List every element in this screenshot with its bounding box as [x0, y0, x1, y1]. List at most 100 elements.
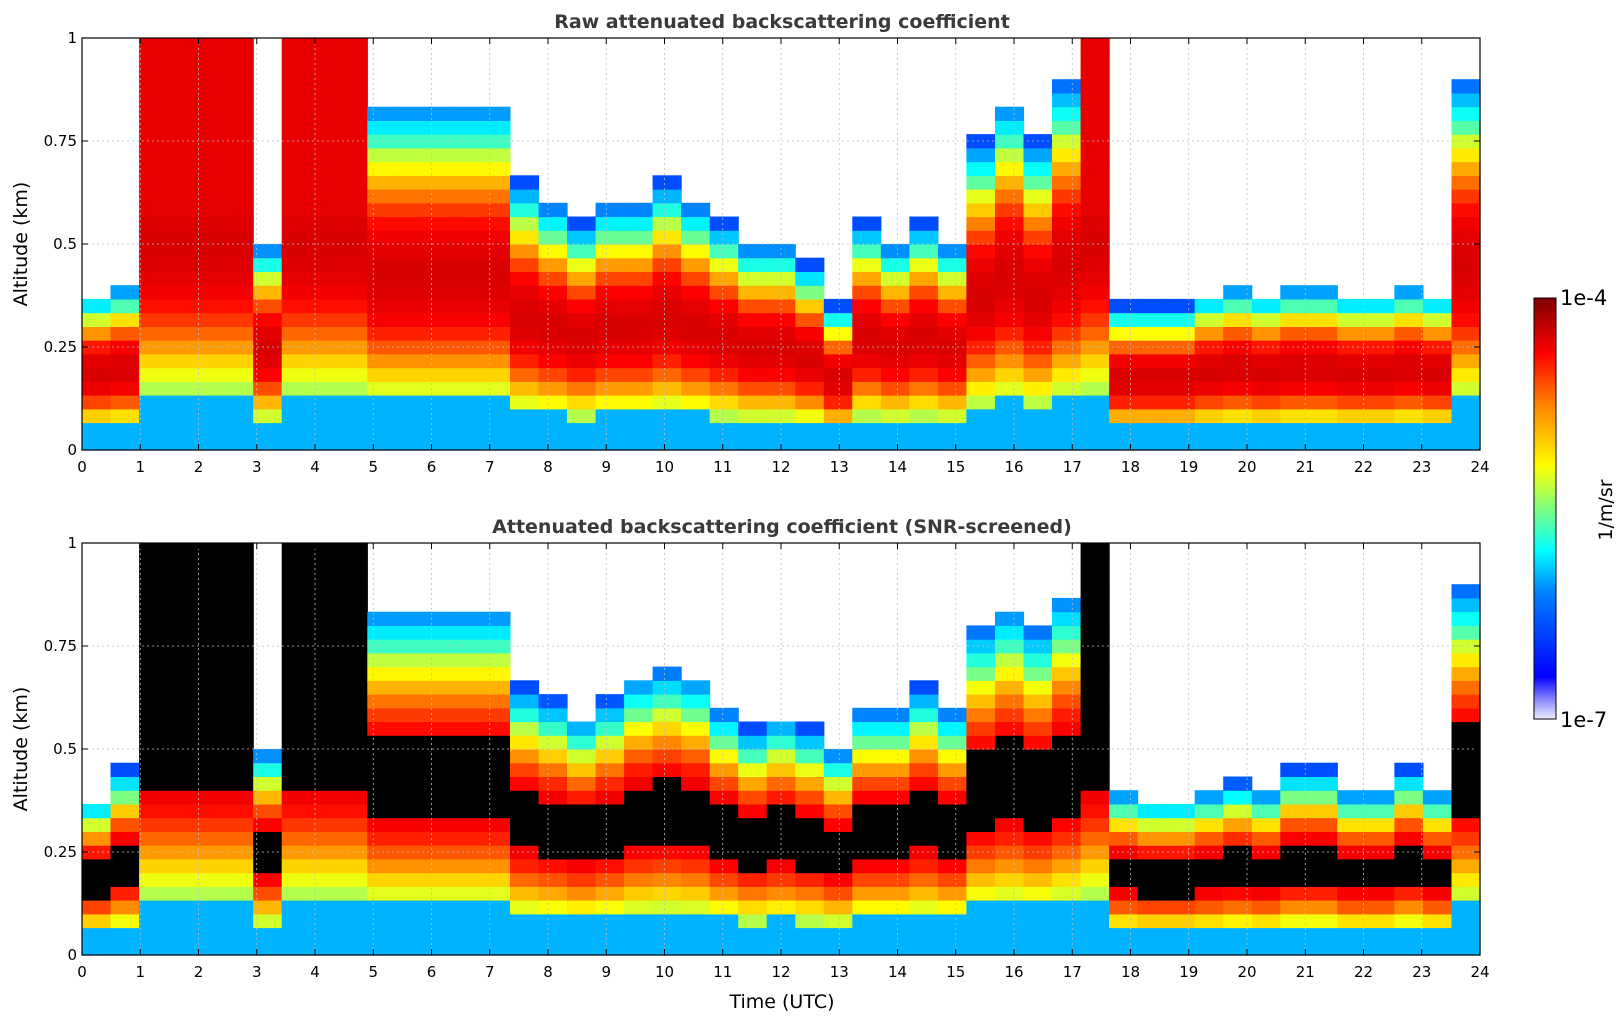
x-tick-label: 4: [310, 963, 320, 981]
heatmap-cell: [1280, 762, 1310, 777]
heatmap-cell: [1223, 790, 1253, 805]
heatmap-cell: [481, 120, 511, 135]
heatmap-cell: [1223, 408, 1253, 424]
heatmap-cell: [652, 312, 682, 327]
heatmap-cell: [966, 749, 996, 764]
heatmap-cell: [624, 312, 654, 327]
heatmap-cell: [567, 776, 597, 791]
heatmap-cell: [139, 326, 169, 341]
heatmap-cell: [1365, 367, 1395, 382]
heatmap-cell: [795, 395, 825, 410]
heatmap-cell: [1308, 913, 1338, 929]
heatmap-cell: [281, 353, 311, 369]
heatmap-cell: [624, 436, 654, 451]
heatmap-cell: [1052, 257, 1082, 272]
heatmap-cell: [1308, 886, 1338, 901]
heatmap-cell: [1422, 312, 1452, 327]
panel-screened: Attenuated backscattering coefficient (S…: [10, 516, 1490, 1013]
heatmap-cell: [681, 285, 711, 300]
heatmap-cell: [937, 312, 967, 327]
heatmap-cell: [1023, 721, 1053, 736]
heatmap-cell: [367, 858, 397, 874]
heatmap-cell: [452, 257, 482, 272]
heatmap-cell: [1365, 422, 1395, 437]
heatmap-cell: [82, 436, 112, 451]
heatmap-cell: [224, 202, 254, 218]
heatmap-cell: [1109, 395, 1139, 410]
heatmap-cell: [852, 831, 882, 846]
heatmap-cell: [709, 803, 739, 819]
heatmap-cell: [395, 422, 425, 437]
heatmap-cell: [167, 680, 197, 695]
heatmap-cell: [681, 790, 711, 805]
heatmap-cell: [1052, 79, 1082, 94]
panel-screened-title: Attenuated backscattering coefficient (S…: [492, 516, 1072, 538]
heatmap-cell: [281, 134, 311, 149]
heatmap-cell: [510, 340, 540, 355]
heatmap-cell: [1194, 408, 1224, 424]
heatmap-cell: [139, 625, 169, 640]
panel-screened-yticks: 00.250.50.751: [44, 534, 1480, 964]
heatmap-cell: [1166, 312, 1196, 327]
heatmap-cell: [995, 941, 1025, 956]
panel-screened-xticks: 0 1 2 3 4 5 6 7 8 9 10 11 12 13 14 15 16 17 18 19 20 21 22 23 24: [77, 543, 1490, 981]
heatmap-cell: [224, 230, 254, 245]
heatmap-cell: [595, 298, 625, 314]
heatmap-cell: [1422, 941, 1452, 956]
heatmap-cell: [395, 326, 425, 341]
heatmap-cell: [880, 762, 910, 777]
heatmap-cell: [538, 900, 568, 915]
heatmap-cell: [1080, 340, 1110, 355]
heatmap-cell: [281, 652, 311, 668]
heatmap-cell: [481, 707, 511, 723]
heatmap-cell: [1337, 790, 1367, 805]
heatmap-cell: [281, 762, 311, 777]
heatmap-cell: [510, 202, 540, 218]
heatmap-cell: [937, 257, 967, 272]
heatmap-cell: [1422, 886, 1452, 901]
heatmap-cell: [1451, 422, 1481, 437]
heatmap-cell: [1023, 189, 1053, 204]
heatmap-cell: [567, 900, 597, 915]
heatmap-cell: [995, 913, 1025, 929]
colorbar-label: 1/m/sr: [1595, 479, 1617, 540]
heatmap-cell: [1280, 845, 1310, 860]
heatmap-cell: [709, 257, 739, 272]
heatmap-cell: [823, 900, 853, 915]
heatmap-cell: [1451, 189, 1481, 204]
heatmap-cell: [1023, 408, 1053, 424]
heatmap-cell: [852, 707, 882, 723]
heatmap-cell: [966, 381, 996, 396]
heatmap-cell: [367, 872, 397, 887]
heatmap-cell: [709, 749, 739, 764]
heatmap-cell: [82, 422, 112, 437]
heatmap-cell: [367, 790, 397, 805]
heatmap-cell: [909, 913, 939, 929]
heatmap-cell: [966, 147, 996, 163]
heatmap-cell: [310, 367, 340, 382]
heatmap-cell: [167, 694, 197, 709]
heatmap-cell: [367, 652, 397, 668]
heatmap-cell: [738, 735, 768, 750]
heatmap-cell: [1023, 367, 1053, 382]
heatmap-cell: [424, 872, 454, 887]
heatmap-cell: [1023, 762, 1053, 777]
heatmap-cell: [795, 285, 825, 300]
heatmap-cell: [1451, 216, 1481, 231]
heatmap-cell: [167, 161, 197, 176]
heatmap-cell: [510, 230, 540, 245]
heatmap-cell: [224, 639, 254, 654]
heatmap-cell: [139, 584, 169, 599]
heatmap-cell: [167, 913, 197, 929]
heatmap-cell: [1365, 845, 1395, 860]
heatmap-cell: [167, 735, 197, 750]
heatmap-cell: [995, 845, 1025, 860]
heatmap-cell: [937, 900, 967, 915]
heatmap-cell: [1394, 817, 1424, 832]
heatmap-cell: [310, 298, 340, 314]
heatmap-cell: [224, 381, 254, 396]
heatmap-cell: [1023, 161, 1053, 176]
heatmap-cell: [1451, 680, 1481, 695]
heatmap-cell: [1251, 395, 1281, 410]
heatmap-cell: [367, 408, 397, 424]
